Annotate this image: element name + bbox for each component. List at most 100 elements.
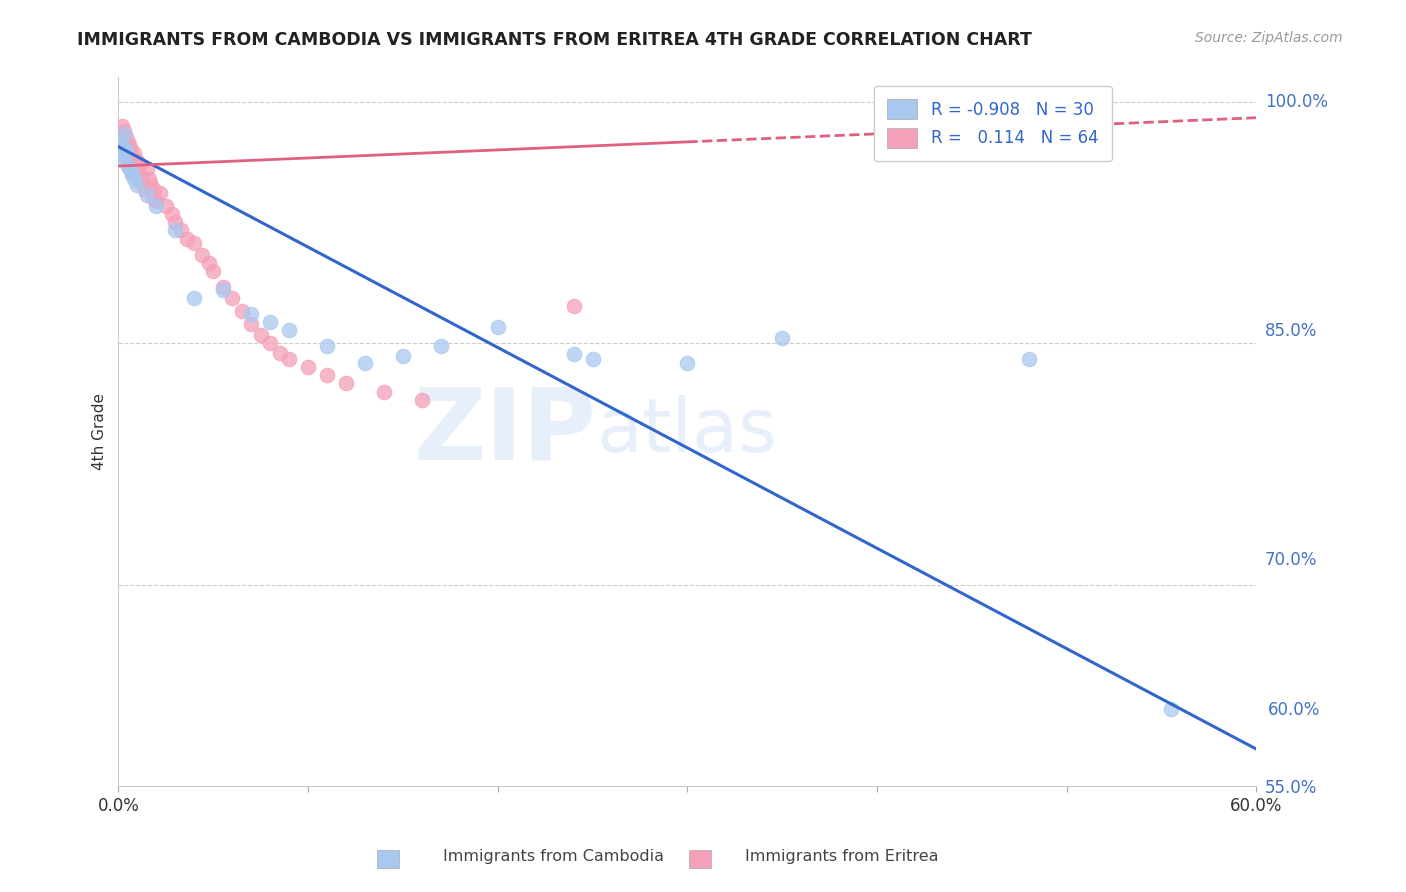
Point [135, 188, 157, 202]
Point [176, 231, 198, 245]
Point [121, 151, 143, 165]
Point [112, 135, 135, 149]
Point [132, 178, 155, 193]
Point [111, 130, 134, 145]
Point [118, 156, 141, 170]
Text: Source: ZipAtlas.com: Source: ZipAtlas.com [1195, 31, 1343, 45]
Point [430, 339, 453, 353]
Point [191, 247, 214, 261]
Point [142, 191, 165, 205]
Point [124, 159, 146, 173]
Point [135, 162, 157, 177]
Point [297, 360, 319, 375]
Point [115, 151, 138, 165]
Point [115, 139, 138, 153]
Point [165, 223, 187, 237]
Point [221, 291, 243, 305]
Point [111, 139, 134, 153]
Point [770, 331, 793, 345]
Text: atlas: atlas [596, 395, 778, 468]
Point [117, 159, 139, 173]
Point [122, 156, 145, 170]
Point [124, 167, 146, 181]
Point [183, 236, 205, 251]
Point [143, 183, 166, 197]
Point [110, 135, 132, 149]
Point [354, 355, 377, 369]
Legend: R = -0.908   N = 30, R =   0.114   N = 64: R = -0.908 N = 30, R = 0.114 N = 64 [875, 86, 1112, 161]
Point [118, 146, 141, 161]
Text: Immigrants from Eritrea: Immigrants from Eritrea [745, 849, 939, 863]
Point [259, 336, 281, 351]
Text: IMMIGRANTS FROM CAMBODIA VS IMMIGRANTS FROM ERITREA 4TH GRADE CORRELATION CHART: IMMIGRANTS FROM CAMBODIA VS IMMIGRANTS F… [77, 31, 1032, 49]
Point [128, 167, 150, 181]
Text: Immigrants from Cambodia: Immigrants from Cambodia [443, 849, 664, 863]
Point [581, 352, 603, 367]
Point [115, 130, 138, 145]
Point [562, 299, 585, 313]
Point [122, 164, 145, 178]
Point [115, 143, 138, 157]
Point [111, 146, 134, 161]
Point [316, 339, 339, 353]
Point [121, 159, 143, 173]
Point [121, 167, 143, 181]
Point [211, 283, 233, 297]
Point [127, 162, 149, 177]
Point [198, 255, 221, 269]
Point [183, 291, 205, 305]
Point [562, 347, 585, 361]
Point [411, 392, 433, 407]
Point [117, 143, 139, 157]
Text: ZIP: ZIP [413, 384, 596, 480]
Point [112, 151, 135, 165]
Point [134, 183, 156, 197]
Point [165, 215, 187, 229]
Point [170, 223, 193, 237]
Point [155, 199, 177, 213]
Point [129, 172, 152, 186]
Point [112, 123, 135, 137]
Point [117, 159, 139, 173]
Point [111, 119, 134, 133]
Point [211, 280, 233, 294]
Point [110, 143, 132, 157]
Point [231, 304, 253, 318]
Point [335, 376, 357, 391]
Text: 60.0%: 60.0% [1267, 701, 1320, 719]
Point [122, 172, 145, 186]
Point [269, 346, 291, 360]
Point [278, 323, 301, 337]
Point [145, 194, 167, 209]
Point [240, 317, 263, 331]
Point [118, 139, 141, 153]
Point [278, 352, 301, 367]
Point [118, 162, 141, 177]
Point [122, 146, 145, 161]
Point [392, 349, 415, 363]
Point [138, 172, 160, 186]
Point [202, 264, 225, 278]
Point [117, 151, 139, 165]
Point [127, 154, 149, 169]
Point [259, 315, 281, 329]
Point [160, 207, 183, 221]
Point [128, 159, 150, 173]
Point [145, 199, 167, 213]
Point [373, 384, 395, 399]
Point [139, 178, 162, 193]
Point [110, 135, 132, 149]
Point [127, 178, 149, 193]
Point [112, 127, 135, 141]
Point [1018, 352, 1040, 367]
Point [676, 355, 699, 369]
Point [110, 127, 132, 141]
Point [117, 135, 139, 149]
Point [486, 320, 509, 334]
Point [111, 139, 134, 153]
Point [121, 167, 143, 181]
Y-axis label: 4th Grade: 4th Grade [93, 393, 107, 470]
Point [240, 307, 263, 321]
Point [249, 328, 271, 343]
Point [316, 368, 339, 383]
